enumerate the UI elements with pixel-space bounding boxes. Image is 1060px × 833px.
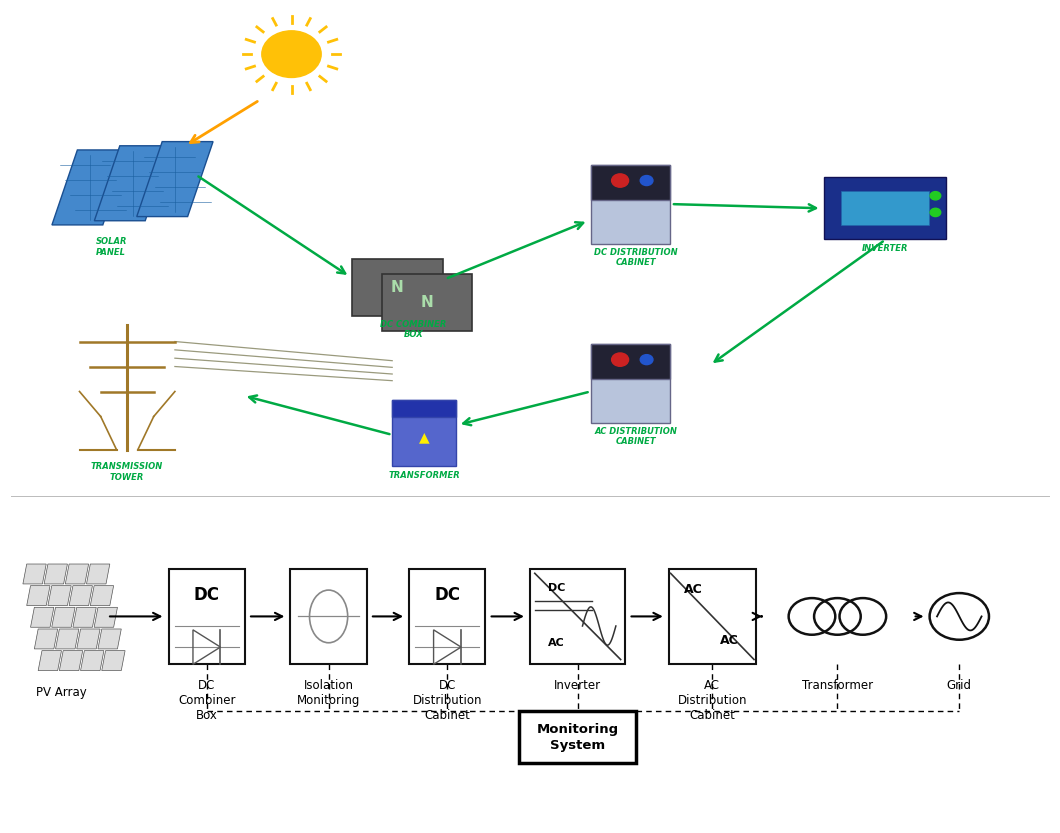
FancyBboxPatch shape (530, 568, 625, 665)
Circle shape (931, 208, 940, 217)
Polygon shape (73, 607, 96, 627)
Text: PV Array: PV Array (36, 686, 87, 699)
Polygon shape (102, 651, 125, 671)
Text: Isolation
Monitoring: Isolation Monitoring (297, 680, 360, 707)
Polygon shape (87, 564, 110, 584)
Text: AC DISTRIBUTION
CABINET: AC DISTRIBUTION CABINET (595, 426, 677, 446)
FancyBboxPatch shape (290, 568, 367, 665)
Polygon shape (98, 629, 121, 649)
Polygon shape (69, 586, 92, 606)
Text: Transformer: Transformer (801, 680, 873, 692)
Polygon shape (38, 651, 61, 671)
Text: N: N (391, 280, 404, 295)
Text: AC: AC (721, 634, 739, 647)
Circle shape (931, 192, 940, 200)
FancyBboxPatch shape (352, 259, 443, 316)
Polygon shape (94, 146, 171, 221)
Text: INVERTER: INVERTER (862, 244, 908, 252)
FancyBboxPatch shape (169, 568, 245, 665)
Polygon shape (137, 142, 213, 217)
Text: N: N (421, 295, 434, 310)
Text: AC: AC (684, 583, 703, 596)
Polygon shape (81, 651, 104, 671)
Circle shape (262, 31, 321, 77)
FancyBboxPatch shape (591, 165, 670, 244)
Text: DC: DC (435, 586, 460, 605)
Polygon shape (90, 586, 113, 606)
Polygon shape (31, 607, 54, 627)
Circle shape (612, 353, 629, 367)
Circle shape (640, 176, 653, 186)
Text: DC DISTRIBUTION
CABINET: DC DISTRIBUTION CABINET (595, 248, 677, 267)
Text: DC: DC (194, 586, 219, 605)
Text: AC: AC (548, 638, 565, 648)
FancyBboxPatch shape (591, 343, 670, 422)
FancyBboxPatch shape (409, 568, 485, 665)
Polygon shape (48, 586, 71, 606)
Text: Grid: Grid (947, 680, 972, 692)
Text: DC COMBINER
BOX: DC COMBINER BOX (381, 320, 446, 339)
FancyBboxPatch shape (842, 191, 929, 226)
Polygon shape (34, 629, 57, 649)
FancyBboxPatch shape (591, 165, 670, 200)
Polygon shape (94, 607, 118, 627)
Text: SOLAR
PANEL: SOLAR PANEL (95, 237, 127, 257)
FancyBboxPatch shape (519, 711, 636, 763)
Polygon shape (66, 564, 89, 584)
Polygon shape (23, 564, 47, 584)
FancyBboxPatch shape (392, 400, 456, 416)
Text: Monitoring
System: Monitoring System (536, 723, 619, 751)
FancyBboxPatch shape (669, 568, 756, 665)
Polygon shape (26, 586, 50, 606)
Text: TRANSMISSION
TOWER: TRANSMISSION TOWER (91, 462, 163, 481)
Polygon shape (59, 651, 83, 671)
FancyBboxPatch shape (392, 400, 456, 466)
Polygon shape (52, 150, 128, 225)
Text: DC
Combiner
Box: DC Combiner Box (178, 680, 235, 722)
Text: TRANSFORMER: TRANSFORMER (388, 471, 460, 480)
Polygon shape (52, 607, 75, 627)
Text: AC
Distribution
Cabinet: AC Distribution Cabinet (677, 680, 747, 722)
Text: ▲: ▲ (419, 431, 429, 444)
FancyBboxPatch shape (591, 343, 670, 379)
Text: DC: DC (548, 582, 565, 593)
Circle shape (612, 174, 629, 187)
Circle shape (640, 355, 653, 365)
Text: DC
Distribution
Cabinet: DC Distribution Cabinet (412, 680, 482, 722)
FancyBboxPatch shape (383, 274, 473, 331)
Polygon shape (76, 629, 100, 649)
FancyBboxPatch shape (825, 177, 946, 240)
Polygon shape (45, 564, 68, 584)
Polygon shape (55, 629, 78, 649)
Text: Inverter: Inverter (554, 680, 601, 692)
